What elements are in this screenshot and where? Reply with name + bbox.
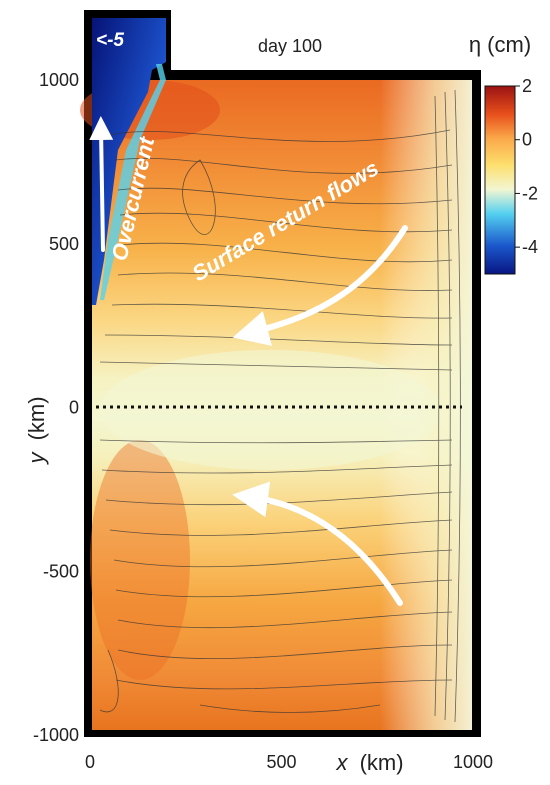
x-tick-label: 0 bbox=[85, 752, 95, 772]
y-tick-label: -1000 bbox=[33, 725, 79, 745]
x-axis-label: x (km) bbox=[335, 750, 403, 775]
x-axis-unit: (km) bbox=[360, 750, 404, 775]
colorbar-gradient bbox=[484, 85, 516, 275]
colorbar-tick-label: 2 bbox=[522, 76, 532, 96]
colorbar-tick-label: -2 bbox=[522, 183, 538, 203]
x-tick-label: 500 bbox=[266, 752, 296, 772]
south-return-arrow bbox=[232, 481, 403, 606]
y-axis-label: y (km) bbox=[24, 396, 49, 465]
x-axis-var: x bbox=[335, 750, 348, 775]
x-tick-label: 1000 bbox=[453, 752, 493, 772]
overcurrent-arrow bbox=[89, 116, 114, 252]
colorbar: η (cm) 2 0 -2 -4 bbox=[469, 32, 538, 275]
y-tick-label: 0 bbox=[69, 398, 79, 418]
chart-title: day 100 bbox=[258, 36, 322, 56]
y-tick-label: 1000 bbox=[39, 70, 79, 90]
x-axis-ticks: 0 500 1000 bbox=[85, 752, 493, 772]
north-return-arrow bbox=[232, 225, 408, 346]
colorbar-tick-label: 0 bbox=[522, 130, 532, 150]
y-axis-unit: (km) bbox=[24, 396, 49, 440]
flow-arrows bbox=[89, 116, 408, 606]
colorbar-label: η (cm) bbox=[469, 32, 531, 57]
y-axis-ticks: -1000 -500 0 500 1000 bbox=[33, 70, 79, 745]
clip-label: <-5 bbox=[96, 30, 124, 51]
y-tick-label: -500 bbox=[43, 561, 79, 581]
y-axis-var: y bbox=[24, 451, 49, 466]
colorbar-tick-label: -4 bbox=[522, 237, 538, 257]
y-tick-label: 500 bbox=[49, 234, 79, 254]
